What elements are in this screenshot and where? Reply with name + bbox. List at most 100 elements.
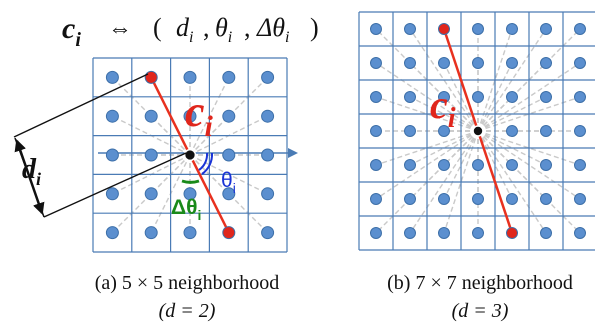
neighbor-dot — [370, 57, 382, 69]
neighbor-dot — [438, 193, 450, 205]
neighbor-dot — [261, 187, 275, 201]
neighbor-dot — [144, 187, 158, 201]
panel-a-caption-line2: (d = 2) — [159, 300, 216, 322]
neighbor-dot — [222, 70, 236, 84]
panel-b-c-label: c — [430, 82, 448, 127]
neighbor-dot — [574, 91, 586, 103]
header-open-paren: ( — [153, 13, 162, 42]
panel-a-caption-line1: (a) 5 × 5 neighborhood — [95, 272, 280, 294]
neighbor-dot — [370, 125, 382, 137]
neighbor-dot — [506, 91, 518, 103]
panel-a-5x5-neighborhood: di ci θi Δθi — [13, 57, 298, 253]
panel-a-d-extension-center — [43, 152, 187, 218]
header-theta-sub: i — [228, 29, 232, 46]
neighbor-dot — [105, 226, 119, 240]
endpoint-dot — [506, 227, 518, 239]
header-d-sub: i — [189, 29, 193, 46]
center-dot — [472, 125, 484, 137]
neighbor-dot — [540, 23, 552, 35]
endpoint-dot — [144, 70, 158, 84]
panel-a-delta-theta-arc — [181, 179, 200, 184]
neighbor-dot — [183, 70, 197, 84]
neighbor-dot — [404, 91, 416, 103]
neighbor-dot — [404, 125, 416, 137]
header-c: c — [62, 12, 75, 45]
svg-text:Δθi: Δθi — [171, 196, 201, 223]
neighbor-dot — [404, 23, 416, 35]
neighbor-dot — [574, 159, 586, 171]
neighbor-dot — [261, 109, 275, 123]
neighbor-dot — [472, 91, 484, 103]
ray-line — [111, 154, 191, 234]
neighbor-dot — [574, 227, 586, 239]
neighbor-dot — [261, 70, 275, 84]
neighbor-dot — [506, 125, 518, 137]
neighbor-dot — [144, 109, 158, 123]
neighbor-dot — [540, 227, 552, 239]
panel-a-theta-label: θ — [221, 169, 233, 192]
svg-text:ci: ci — [62, 12, 81, 51]
neighbor-dot — [438, 227, 450, 239]
neighbor-dot — [438, 91, 450, 103]
neighbor-dot — [370, 23, 382, 35]
header-formula: ci ⇔ ( di , θi , Δθi ) — [62, 12, 319, 51]
svg-text:Δθi: Δθi — [256, 13, 289, 46]
neighbor-dot — [404, 227, 416, 239]
neighbor-dot — [404, 57, 416, 69]
header-delta-theta-sub: i — [285, 29, 289, 46]
neighbor-dot — [105, 148, 119, 162]
svg-text:di: di — [176, 13, 193, 46]
panel-a-dots — [105, 70, 275, 240]
header-comma-2: , — [244, 13, 251, 42]
svg-text:di: di — [22, 154, 41, 189]
panel-a-d-label: d — [22, 154, 37, 185]
header-equiv: ⇔ — [108, 16, 132, 42]
panel-a-delta-theta-label: Δθ — [171, 196, 197, 219]
ray-line — [477, 96, 547, 132]
endpoint-dot — [222, 226, 236, 240]
neighbor-dot — [574, 193, 586, 205]
header-c-sub: i — [75, 29, 81, 51]
neighbor-dot — [472, 193, 484, 205]
neighbor-dot — [438, 125, 450, 137]
neighbor-dot — [105, 109, 119, 123]
ray-line — [443, 130, 479, 200]
neighbor-dot — [540, 159, 552, 171]
panel-b-caption-line1: (b) 7 × 7 neighborhood — [387, 272, 573, 294]
neighbor-dot — [472, 23, 484, 35]
neighbor-dot — [574, 57, 586, 69]
ray-line — [477, 62, 513, 132]
neighbor-dot — [404, 159, 416, 171]
ray-line — [443, 62, 479, 132]
ray-line — [409, 130, 479, 166]
neighbor-dot — [472, 227, 484, 239]
neighbor-dot — [370, 91, 382, 103]
svg-text:θi: θi — [215, 13, 232, 46]
neighbor-dot — [144, 226, 158, 240]
header-d: d — [176, 13, 190, 42]
panel-b-7x7-neighborhood: ci — [358, 11, 595, 251]
panel-a-c-label: c — [185, 87, 205, 136]
panel-a-d-arrow — [14, 139, 45, 215]
neighbor-dot — [183, 187, 197, 201]
neighbor-dot — [370, 227, 382, 239]
neighbor-dot — [222, 148, 236, 162]
neighbor-dot — [506, 23, 518, 35]
neighbor-dot — [105, 70, 119, 84]
neighbor-dot — [105, 187, 119, 201]
panel-a-delta-theta-sub: i — [197, 207, 201, 223]
panel-a-theta-arc-inner — [198, 152, 209, 171]
neighbor-dot — [506, 193, 518, 205]
neighbor-dot — [261, 148, 275, 162]
panel-b-caption-line2: (d = 3) — [452, 300, 509, 322]
neighbor-dot — [540, 193, 552, 205]
panel-a-grid — [92, 57, 288, 253]
neighbor-dot — [438, 57, 450, 69]
neighbor-dot — [574, 23, 586, 35]
neighbor-dot — [540, 91, 552, 103]
svg-text:ci: ci — [185, 87, 214, 143]
panel-a-c-sub: i — [205, 110, 214, 143]
neighbor-dot — [472, 57, 484, 69]
ray-line — [409, 96, 479, 132]
